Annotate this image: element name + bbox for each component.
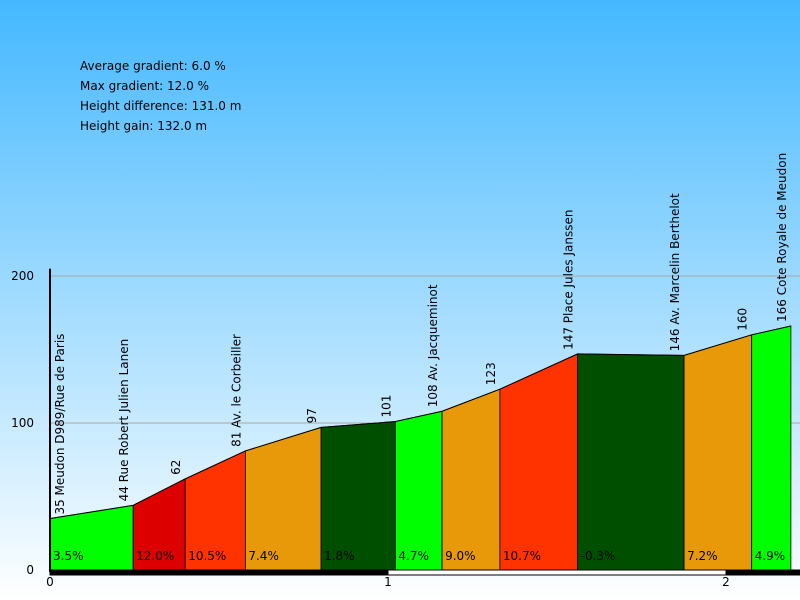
- segment-area: [499, 353, 579, 571]
- segment-gradient-label: 1.8%: [324, 549, 355, 563]
- point-labels: 35 Meudon D989/Rue de Paris 44 Rue Robert…: [53, 153, 789, 515]
- x-axis-bar: [387, 569, 727, 576]
- segment-area: [577, 353, 685, 571]
- axes: 0 100 200 0 1 2: [11, 268, 800, 589]
- segment-gradient-label: -0.3%: [581, 549, 616, 563]
- y-tick-label: 100: [11, 416, 34, 430]
- segment-gradient-label: 10.5%: [188, 549, 226, 563]
- point-label: 108 Av. Jacqueminot: [426, 284, 440, 407]
- segment-gradient-label: 4.7%: [398, 549, 429, 563]
- segment-gradient-label: 10.7%: [503, 549, 541, 563]
- point-label: 166 Cote Royale de Meudon: [775, 153, 789, 322]
- segment-gradient-label: 4.9%: [755, 549, 786, 563]
- segment-area: [395, 410, 443, 571]
- point-label: 146 Av. Marcelin Berthelot: [668, 193, 682, 351]
- x-tick-label: 1: [384, 575, 392, 589]
- segment-gradient-label: 9.0%: [445, 549, 476, 563]
- point-label: 62: [169, 460, 183, 475]
- profile-line: [49, 325, 792, 520]
- segment-gradient-label: 3.5%: [53, 549, 84, 563]
- stat-line: Max gradient: 12.0 %: [80, 79, 209, 93]
- x-tick-label: 2: [722, 575, 730, 589]
- stat-line: Height difference: 131.0 m: [80, 99, 241, 113]
- segment-gradient-label: 7.2%: [687, 549, 718, 563]
- x-axis-bar: [725, 569, 800, 576]
- y-tick-label: 200: [11, 269, 34, 283]
- segment-area: [320, 421, 396, 571]
- point-label: 101: [379, 395, 393, 418]
- point-label: 35 Meudon D989/Rue de Paris: [53, 334, 67, 515]
- point-label: 97: [305, 408, 319, 423]
- point-label: 44 Rue Robert Julien Lanen: [117, 339, 131, 502]
- point-label: 123: [484, 362, 498, 385]
- point-label: 147 Place Jules Janssen: [562, 210, 576, 350]
- segment-area: [683, 334, 753, 571]
- point-label: 160: [736, 308, 750, 331]
- segment-area: [751, 325, 792, 571]
- y-tick-label: 0: [26, 563, 34, 577]
- stat-line: Height gain: 132.0 m: [80, 119, 207, 133]
- segment-gradient-label: 12.0%: [136, 549, 174, 563]
- segment-area: [441, 388, 501, 571]
- point-label: 81 Av. le Corbeiller: [229, 334, 243, 447]
- stat-line: Average gradient: 6.0 %: [80, 59, 226, 73]
- stats-panel: Average gradient: 6.0 % Max gradient: 12.…: [80, 59, 241, 133]
- x-axis-bar: [49, 569, 389, 576]
- segment-gradient-label: 7.4%: [248, 549, 279, 563]
- gradient-segments: 3.5% 12.0% 10.5% 7.4% 1.8% 4.7% 9.0% 10.7% -0.3%…: [49, 325, 792, 571]
- x-tick-label: 0: [46, 575, 54, 589]
